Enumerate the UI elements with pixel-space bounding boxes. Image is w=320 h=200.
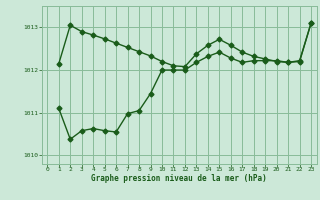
X-axis label: Graphe pression niveau de la mer (hPa): Graphe pression niveau de la mer (hPa) [91, 174, 267, 183]
